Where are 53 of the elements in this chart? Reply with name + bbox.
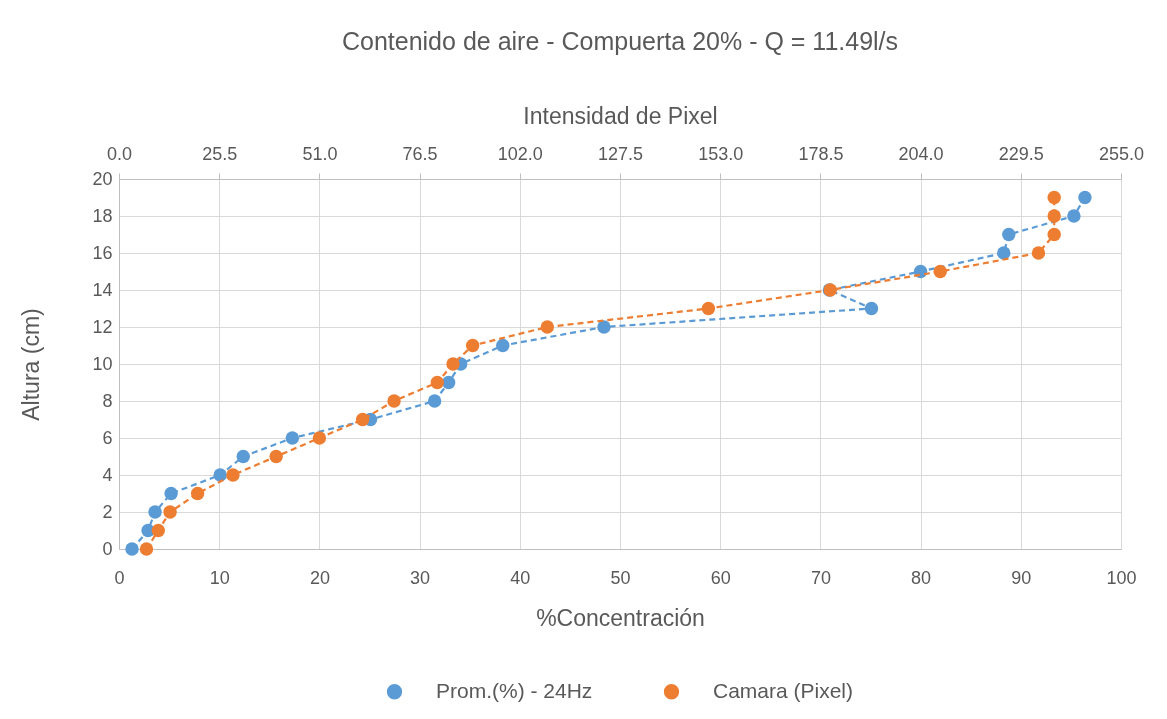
chart-title: Contenido de aire - Compuerta 20% - Q = 11.49l/s <box>341 27 899 55</box>
x-axis-title: %Concentración <box>536 604 705 631</box>
point <box>236 449 250 464</box>
x2-tick-label: 255.0 <box>1098 143 1145 164</box>
y-tick-label: 0 <box>102 538 113 559</box>
x-tick-label: 90 <box>1011 567 1032 588</box>
x-tick-label: 10 <box>209 567 230 588</box>
x2-tick-label: 102.0 <box>497 143 543 164</box>
point <box>148 505 162 519</box>
y-tick-label: 12 <box>92 316 113 337</box>
x2-tick-label: 51.0 <box>302 143 338 164</box>
y-axis-title: Altura (cm) <box>18 308 45 421</box>
x2-tick-label: 76.5 <box>402 143 438 164</box>
y-tick-label: 14 <box>92 279 113 300</box>
point <box>441 375 456 390</box>
y-tick-label: 16 <box>92 242 113 263</box>
point <box>1067 209 1081 223</box>
x-tick-label: 80 <box>911 567 932 588</box>
point <box>1078 190 1092 205</box>
y-tick-label: 20 <box>92 168 113 189</box>
point <box>213 468 227 482</box>
point <box>164 486 178 501</box>
x-tick-label: 60 <box>710 567 731 588</box>
x-tick-label: 50 <box>610 567 631 588</box>
x2-tick-label: 0.0 <box>106 143 133 164</box>
x-tick-label: 40 <box>510 567 531 588</box>
x-tick-label: 70 <box>810 567 831 588</box>
y-tick-label: 10 <box>92 353 113 374</box>
x2-tick-label: 204.0 <box>898 143 944 164</box>
point <box>125 542 139 556</box>
y-tick-label: 2 <box>102 501 113 522</box>
point <box>864 301 879 316</box>
x-tick-label: 20 <box>309 567 330 588</box>
point <box>1002 227 1016 242</box>
x-tick-label: 100 <box>1106 567 1137 588</box>
point <box>285 431 300 445</box>
y-tick-label: 6 <box>102 427 113 448</box>
point <box>427 394 442 408</box>
y-tick-label: 4 <box>102 464 113 485</box>
x2-tick-label: 178.5 <box>798 143 844 164</box>
x2-tick-label: 25.5 <box>202 143 238 164</box>
y-tick-label: 8 <box>102 390 113 411</box>
y-tick-label: 18 <box>92 205 113 226</box>
point <box>597 320 611 334</box>
x2-tick-label: 127.5 <box>597 143 644 164</box>
x2-tick-label: 153.0 <box>698 143 744 164</box>
legend-label: Camara (Pixel) <box>713 678 854 702</box>
legend-label: Prom.(%) - 24Hz <box>436 678 593 702</box>
x2-tick-label: 229.5 <box>998 143 1044 164</box>
point <box>496 338 510 353</box>
x2-axis-title: Intensidad de Pixel <box>523 102 718 129</box>
x-tick-label: 30 <box>410 567 431 588</box>
point <box>997 246 1011 260</box>
